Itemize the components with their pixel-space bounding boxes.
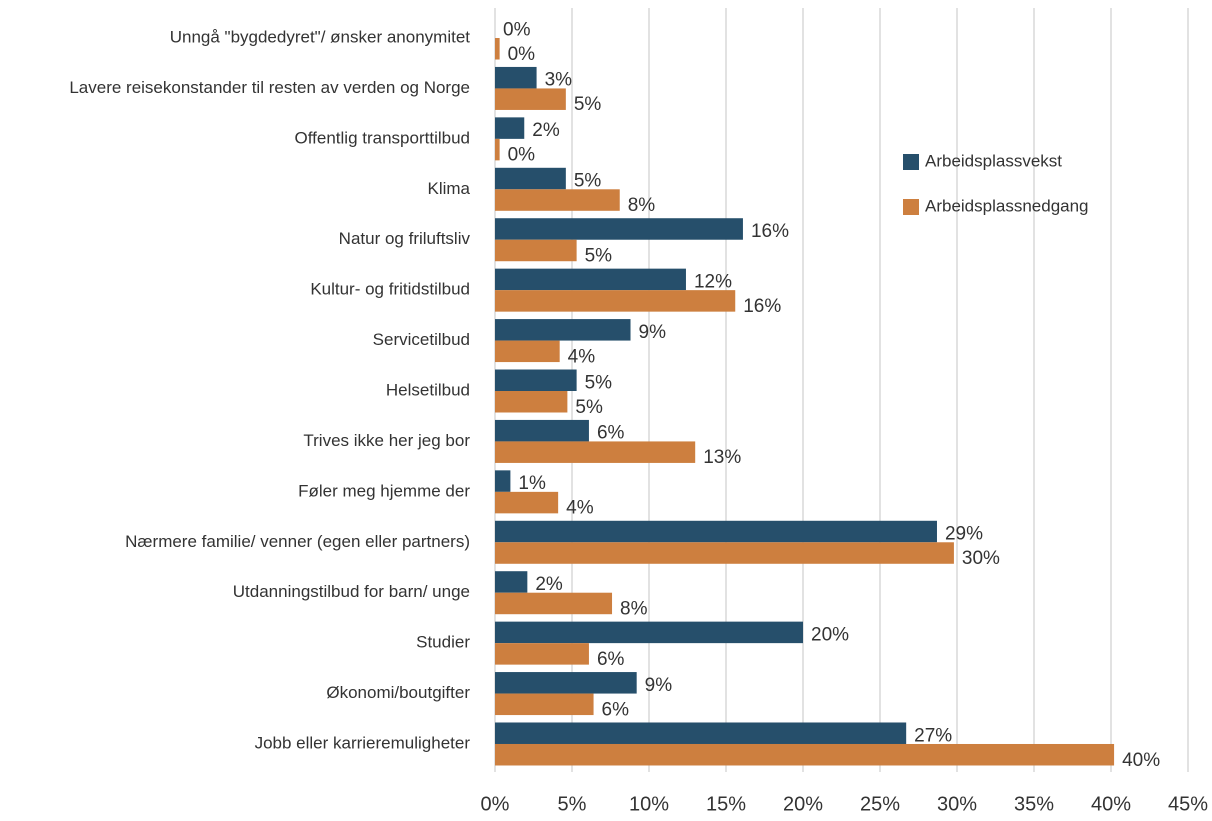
bar xyxy=(495,369,577,391)
y-tick-label: Kultur- og fritidstilbud xyxy=(310,280,470,299)
value-label: 13% xyxy=(703,447,741,468)
bar xyxy=(495,319,631,341)
value-label: 6% xyxy=(597,423,625,444)
value-label: 0% xyxy=(503,19,531,40)
bar xyxy=(495,66,537,89)
bar xyxy=(495,340,560,363)
value-label: 5% xyxy=(585,372,613,393)
bar xyxy=(495,542,954,564)
bar xyxy=(495,189,620,211)
value-label: 12% xyxy=(694,271,732,292)
x-tick-label: 30% xyxy=(937,793,977,815)
value-label: 0% xyxy=(508,44,536,65)
y-tick-label: Klima xyxy=(427,179,470,198)
x-tick-label: 0% xyxy=(481,793,510,815)
value-label: 16% xyxy=(743,296,781,317)
value-label: 6% xyxy=(602,699,630,720)
x-tick-label: 35% xyxy=(1014,793,1054,815)
bar xyxy=(495,391,568,413)
legend-swatch xyxy=(903,199,919,215)
y-tick-label: Helsetilbud xyxy=(386,380,470,399)
x-tick-label: 15% xyxy=(706,793,746,815)
legend-label: Arbeidsplassvekst xyxy=(925,151,1062,170)
bar xyxy=(495,117,525,139)
y-tick-label: Føler meg hjemme der xyxy=(298,481,470,500)
x-tick-label: 20% xyxy=(783,793,823,815)
bar xyxy=(495,167,566,190)
bar xyxy=(495,239,577,262)
x-tick-label: 45% xyxy=(1168,793,1208,815)
value-label: 5% xyxy=(574,94,602,115)
value-label: 40% xyxy=(1122,750,1160,771)
value-label: 3% xyxy=(545,70,573,91)
value-label: 5% xyxy=(575,397,603,418)
bar xyxy=(495,571,528,593)
x-tick-label: 5% xyxy=(558,793,587,815)
bar xyxy=(495,743,1115,766)
bar xyxy=(495,491,559,514)
value-label: 29% xyxy=(945,524,983,545)
y-tick-label: Økonomi/boutgifter xyxy=(326,683,470,702)
value-label: 6% xyxy=(597,649,625,670)
value-label: 9% xyxy=(639,322,667,343)
y-tick-label: Offentlig transporttilbud xyxy=(295,128,470,147)
bar xyxy=(495,268,686,291)
value-label: 2% xyxy=(535,574,563,595)
value-label: 9% xyxy=(645,675,673,696)
y-tick-label: Studier xyxy=(416,633,470,652)
y-tick-label: Trives ikke her jeg bor xyxy=(303,431,470,450)
bar xyxy=(495,290,736,312)
value-label: 4% xyxy=(568,346,596,367)
bar xyxy=(495,470,511,492)
bar xyxy=(495,693,594,716)
y-tick-label: Jobb eller karrieremuligheter xyxy=(255,733,471,752)
bar xyxy=(495,441,696,463)
x-tick-label: 25% xyxy=(860,793,900,815)
legend-label: Arbeidsplassnedgang xyxy=(925,196,1089,215)
bar xyxy=(495,672,637,694)
value-label: 1% xyxy=(518,473,546,494)
y-tick-label: Lavere reisekonstander til resten av ver… xyxy=(69,78,470,97)
x-tick-label: 40% xyxy=(1091,793,1131,815)
value-label: 0% xyxy=(508,145,536,166)
value-label: 5% xyxy=(585,245,613,266)
bar xyxy=(495,138,500,161)
value-label: 8% xyxy=(620,598,648,619)
y-tick-label: Servicetilbud xyxy=(373,330,470,349)
value-label: 8% xyxy=(628,195,656,216)
bar xyxy=(495,419,589,442)
value-label: 27% xyxy=(914,725,952,746)
value-label: 16% xyxy=(751,221,789,242)
y-tick-label: Utdanningstilbud for barn/ unge xyxy=(233,582,470,601)
bar xyxy=(495,722,907,744)
bar xyxy=(495,88,566,110)
x-tick-label: 10% xyxy=(629,793,669,815)
bar xyxy=(495,643,589,665)
bar xyxy=(495,218,743,240)
y-tick-label: Nærmere familie/ venner (egen eller part… xyxy=(125,532,470,551)
y-tick-label: Natur og friluftsliv xyxy=(339,229,471,248)
y-tick-label: Unngå "bygdedyret"/ ønsker anonymitet xyxy=(170,27,471,46)
value-label: 4% xyxy=(566,498,594,519)
legend-swatch xyxy=(903,154,919,170)
value-label: 20% xyxy=(811,624,849,645)
bar xyxy=(495,621,803,644)
value-label: 5% xyxy=(574,171,602,192)
value-label: 30% xyxy=(962,548,1000,569)
bar xyxy=(495,520,937,543)
bar xyxy=(495,592,613,615)
bar xyxy=(495,38,500,60)
value-label: 2% xyxy=(532,120,560,141)
